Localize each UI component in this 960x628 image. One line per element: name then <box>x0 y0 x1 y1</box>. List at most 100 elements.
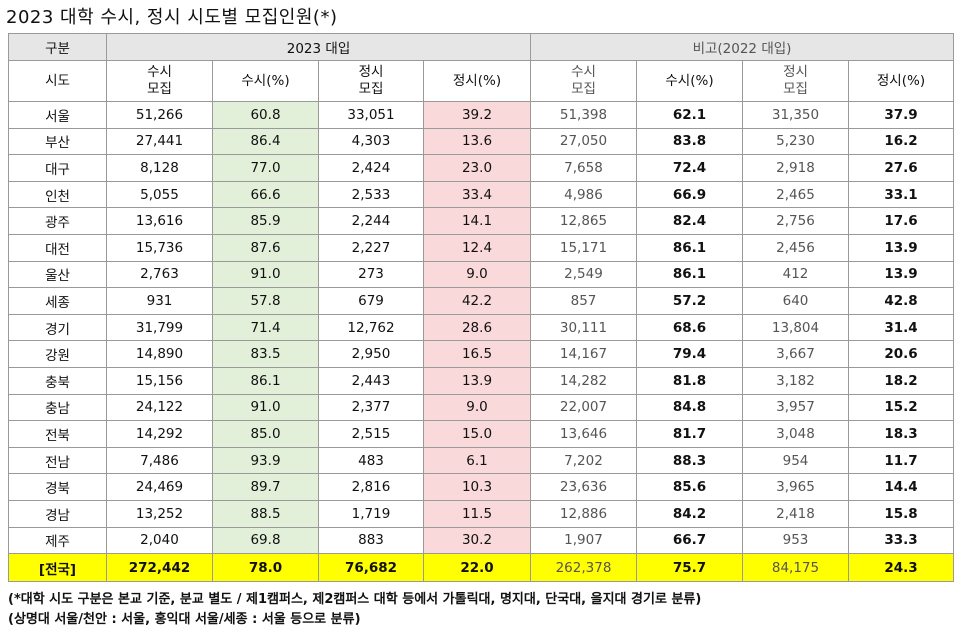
prev-susi-pct-cell: 82.4 <box>636 207 743 235</box>
susi-pct-cell: 85.9 <box>212 207 319 235</box>
susi-cell: 31,799 <box>106 313 213 342</box>
table-row: 충북 15,156 86.1 2,443 13.9 14,282 81.8 3,182 18.2 <box>8 366 954 395</box>
prev-jeongsi-pct-cell: 13.9 <box>848 233 954 262</box>
table-row: 경남 13,252 88.5 1,719 11.5 12,886 84.2 2,418 15.8 <box>8 499 954 528</box>
jeongsi-header-line1: 정시 <box>358 64 384 80</box>
prev-susi-pct-header: 수시(%) <box>636 60 743 102</box>
susi-cell: 24,469 <box>106 473 213 501</box>
header-row-top: 구분 2023 대입 비고(2022 대입) <box>8 33 954 61</box>
region-cell: 대전 <box>8 233 107 262</box>
region-cell: 충북 <box>8 366 107 395</box>
jeongsi-pct-cell: 13.6 <box>423 127 531 156</box>
susi-cell: 2,763 <box>106 260 213 289</box>
susi-header: 수시 모집 <box>106 60 213 102</box>
prev-susi-pct-cell: 85.6 <box>636 473 743 501</box>
prev-susi-pct-cell: 86.1 <box>636 260 743 289</box>
susi-cell: 5,055 <box>106 180 213 209</box>
region-cell: 경기 <box>8 313 107 342</box>
footnote-1: (*대학 시도 구분은 본교 기준, 분교 별도 / 제1캠퍼스, 제2캠퍼스 … <box>8 592 702 607</box>
prev-jeongsi-cell: 3,965 <box>742 473 849 501</box>
prev-jeongsi-pct-cell: 14.4 <box>848 473 954 501</box>
group-header: 구분 <box>8 33 107 61</box>
prev-susi-pct-cell: 62.1 <box>636 101 743 129</box>
jeongsi-pct-cell: 30.2 <box>423 526 531 555</box>
susi-pct-cell: 77.0 <box>212 154 319 182</box>
prev-susi-cell: 4,986 <box>530 180 637 209</box>
prev-jeongsi-cell: 2,418 <box>742 499 849 528</box>
prev-jeongsi-cell: 2,465 <box>742 180 849 209</box>
jeongsi-pct-cell: 11.5 <box>423 499 531 528</box>
jeongsi-cell: 1,719 <box>318 499 424 528</box>
table-row: 전북 14,292 85.0 2,515 15.0 13,646 81.7 3,048 18.3 <box>8 420 954 448</box>
page-title: 2023 대학 수시, 정시 시도별 모집인원(*) <box>6 7 338 28</box>
prev-susi-pct-cell: 57.2 <box>636 287 743 315</box>
jeongsi-cell: 2,377 <box>318 393 424 422</box>
jeongsi-pct-cell: 15.0 <box>423 420 531 448</box>
prev-susi-cell: 12,886 <box>530 499 637 528</box>
prev-susi-cell: 14,167 <box>530 340 637 368</box>
region-cell: 울산 <box>8 260 107 289</box>
jeongsi-pct-cell: 28.6 <box>423 313 531 342</box>
susi-pct-cell: 83.5 <box>212 340 319 368</box>
prev-jeongsi-cell: 3,957 <box>742 393 849 422</box>
jeongsi-cell: 2,816 <box>318 473 424 501</box>
total-susi-pct: 78.0 <box>212 553 319 583</box>
jeongsi-cell: 2,443 <box>318 366 424 395</box>
prev-susi-cell: 2,549 <box>530 260 637 289</box>
table-row: 대전 15,736 87.6 2,227 12.4 15,171 86.1 2,456 13.9 <box>8 233 954 262</box>
region-cell: 부산 <box>8 127 107 156</box>
region-cell: 인천 <box>8 180 107 209</box>
region-cell: 충남 <box>8 393 107 422</box>
prev-susi-cell: 14,282 <box>530 366 637 395</box>
susi-cell: 931 <box>106 287 213 315</box>
prev-jeongsi-cell: 954 <box>742 446 849 475</box>
total-prev-susi: 262,378 <box>530 553 637 583</box>
prev-jeongsi-header-line2: 모집 <box>783 81 808 97</box>
jeongsi-pct-cell: 33.4 <box>423 180 531 209</box>
susi-pct-cell: 69.8 <box>212 526 319 555</box>
table-row: 전남 7,486 93.9 483 6.1 7,202 88.3 954 11.7 <box>8 446 954 475</box>
prev-jeongsi-cell: 953 <box>742 526 849 555</box>
prev-jeongsi-cell: 640 <box>742 287 849 315</box>
prev-jeongsi-cell: 2,756 <box>742 207 849 235</box>
jeongsi-cell: 2,533 <box>318 180 424 209</box>
jeongsi-cell: 273 <box>318 260 424 289</box>
prev-susi-pct-cell: 84.2 <box>636 499 743 528</box>
total-prev-jeongsi-pct: 24.3 <box>848 553 954 583</box>
jeongsi-cell: 4,303 <box>318 127 424 156</box>
prev-jeongsi-pct-cell: 27.6 <box>848 154 954 182</box>
prev-jeongsi-cell: 412 <box>742 260 849 289</box>
susi-pct-cell: 89.7 <box>212 473 319 501</box>
susi-cell: 8,128 <box>106 154 213 182</box>
prev-jeongsi-pct-cell: 33.3 <box>848 526 954 555</box>
table-row: 울산 2,763 91.0 273 9.0 2,549 86.1 412 13.9 <box>8 260 954 289</box>
susi-cell: 15,156 <box>106 366 213 395</box>
prev-jeongsi-pct-cell: 13.9 <box>848 260 954 289</box>
region-cell: 세종 <box>8 287 107 315</box>
prev-susi-cell: 23,636 <box>530 473 637 501</box>
susi-cell: 27,441 <box>106 127 213 156</box>
jeongsi-cell: 2,950 <box>318 340 424 368</box>
susi-pct-cell: 66.6 <box>212 180 319 209</box>
prev-susi-cell: 15,171 <box>530 233 637 262</box>
susi-header-line2: 모집 <box>147 81 172 97</box>
region-cell: 강원 <box>8 340 107 368</box>
table-row: 세종 931 57.8 679 42.2 857 57.2 640 42.8 <box>8 287 954 315</box>
susi-pct-cell: 85.0 <box>212 420 319 448</box>
jeongsi-cell: 2,515 <box>318 420 424 448</box>
prev-susi-cell: 27,050 <box>530 127 637 156</box>
prev-susi-cell: 1,907 <box>530 526 637 555</box>
prev-susi-cell: 30,111 <box>530 313 637 342</box>
prev-jeongsi-pct-cell: 31.4 <box>848 313 954 342</box>
susi-pct-cell: 87.6 <box>212 233 319 262</box>
susi-cell: 15,736 <box>106 233 213 262</box>
prev-susi-cell: 51,398 <box>530 101 637 129</box>
prev-jeongsi-pct-cell: 33.1 <box>848 180 954 209</box>
table-row: 경기 31,799 71.4 12,762 28.6 30,111 68.6 13,804 31… <box>8 313 954 342</box>
table-row: 제주 2,040 69.8 883 30.2 1,907 66.7 953 33.3 <box>8 526 954 555</box>
table-row: 광주 13,616 85.9 2,244 14.1 12,865 82.4 2,756 17.6 <box>8 207 954 235</box>
susi-cell: 13,616 <box>106 207 213 235</box>
susi-pct-cell: 60.8 <box>212 101 319 129</box>
prev-jeongsi-header: 정시 모집 <box>742 60 849 102</box>
table-row: 대구 8,128 77.0 2,424 23.0 7,658 72.4 2,918 27.6 <box>8 154 954 182</box>
